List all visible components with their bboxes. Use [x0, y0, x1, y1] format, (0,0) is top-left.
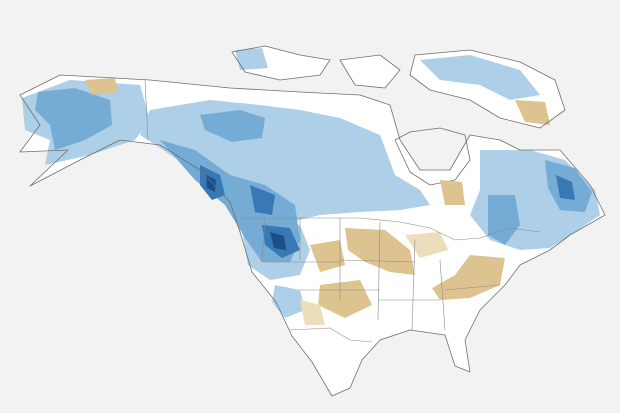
light-blue-area	[272, 285, 305, 318]
boundaries	[19, 45, 606, 397]
tan-area	[318, 280, 372, 318]
tan-area	[440, 180, 465, 205]
light-tan-area	[405, 232, 448, 258]
anomaly-fields	[22, 48, 600, 325]
tan-area	[310, 240, 345, 272]
tan-area	[345, 228, 415, 275]
mid-blue-area	[35, 88, 112, 150]
light-blue-area	[235, 48, 268, 70]
alaska-border	[144, 79, 149, 141]
hudson-bay	[394, 127, 471, 186]
coastline	[19, 74, 606, 397]
arctic-island	[340, 55, 400, 88]
mid-blue-area	[200, 110, 265, 142]
tan-area	[515, 100, 550, 125]
dark-blue-area	[250, 185, 275, 215]
darkest-blue-area	[270, 232, 286, 250]
coastline	[409, 49, 566, 129]
us-canada-border	[240, 217, 541, 241]
coastline	[231, 45, 331, 81]
coastline	[339, 54, 401, 89]
light-tan-area	[300, 300, 325, 325]
dark-blue-area	[556, 175, 575, 200]
state-borders	[261, 217, 501, 331]
tan-area	[85, 78, 118, 95]
tan-area	[432, 255, 505, 300]
light-blue-area	[420, 55, 540, 100]
us-mexico-border	[289, 327, 373, 343]
